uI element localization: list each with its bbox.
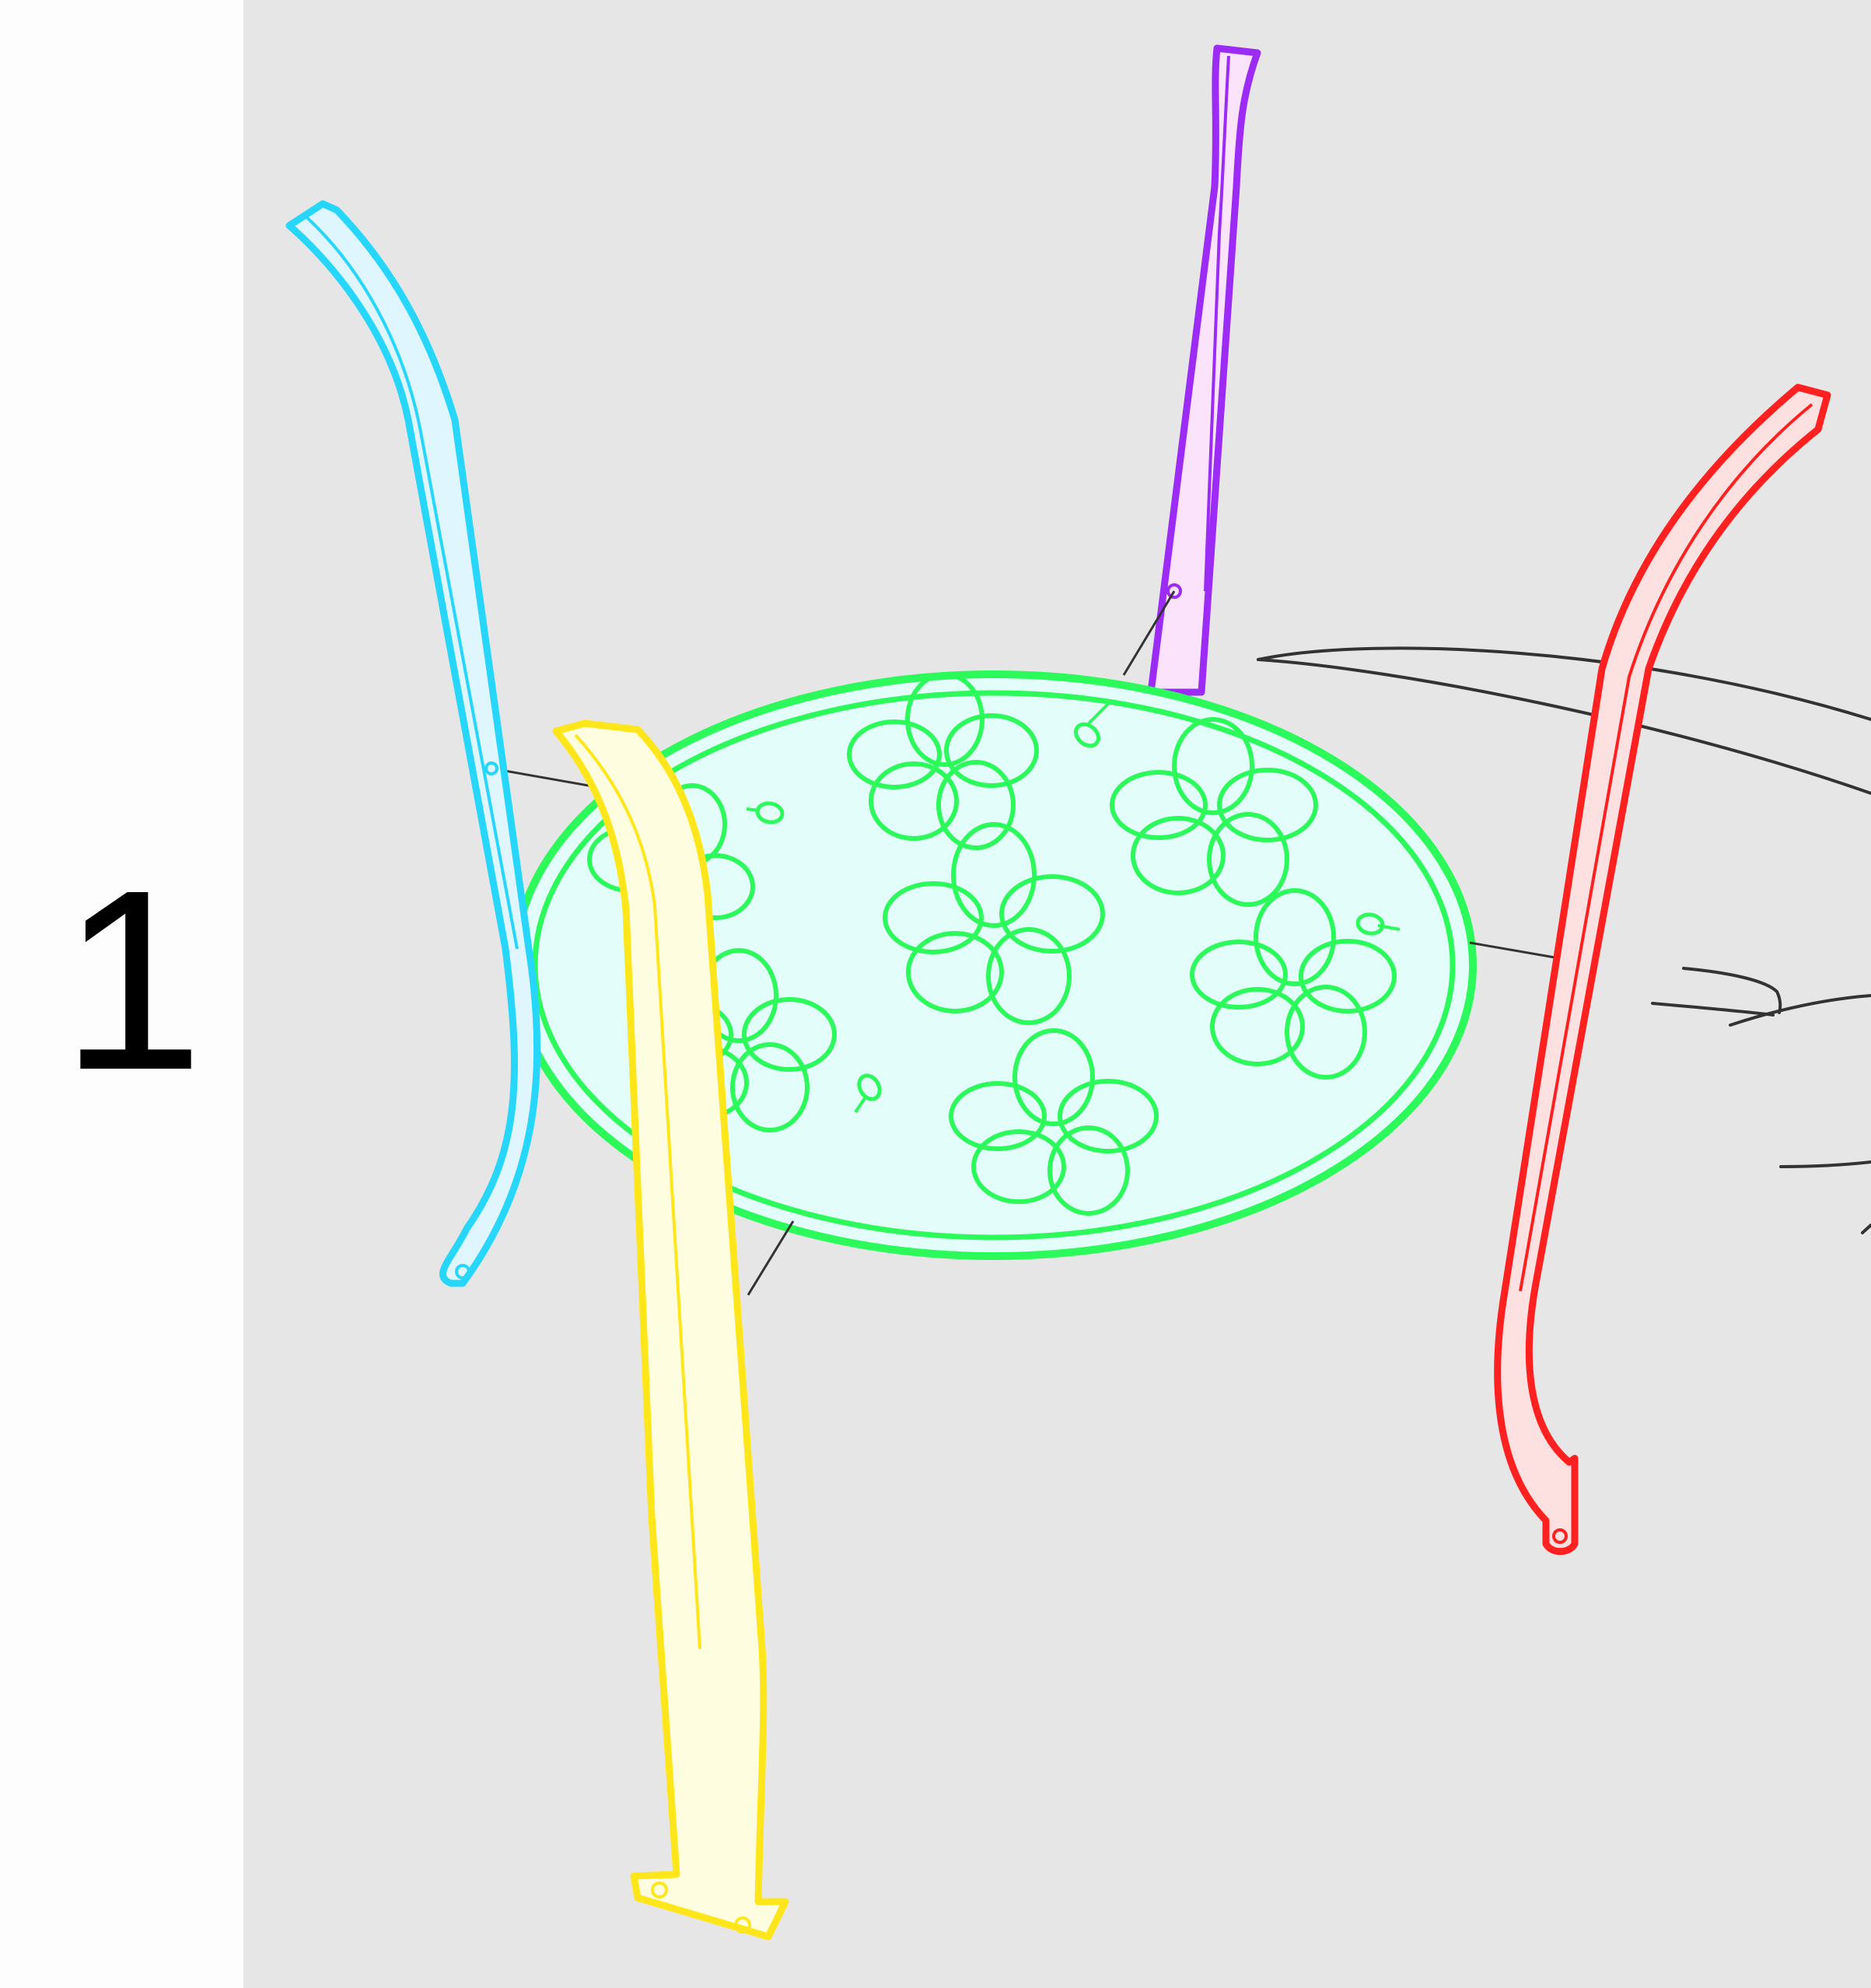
leg-purple [1147, 44, 1261, 696]
screw [1074, 702, 1110, 748]
leg-yellow [552, 719, 789, 1941]
step-number: 1 [61, 836, 204, 1123]
step-margin: 1 [0, 0, 243, 1988]
screw [746, 801, 785, 824]
screw [854, 1073, 882, 1114]
leg-red [1494, 383, 1831, 1556]
leader-lines [491, 590, 1560, 1296]
hand-outline [1257, 646, 1871, 1234]
leg-cyan [285, 200, 541, 1287]
screw [1355, 912, 1401, 936]
flower-pattern [587, 672, 1397, 1216]
assembly-diagram [243, 0, 1871, 1988]
